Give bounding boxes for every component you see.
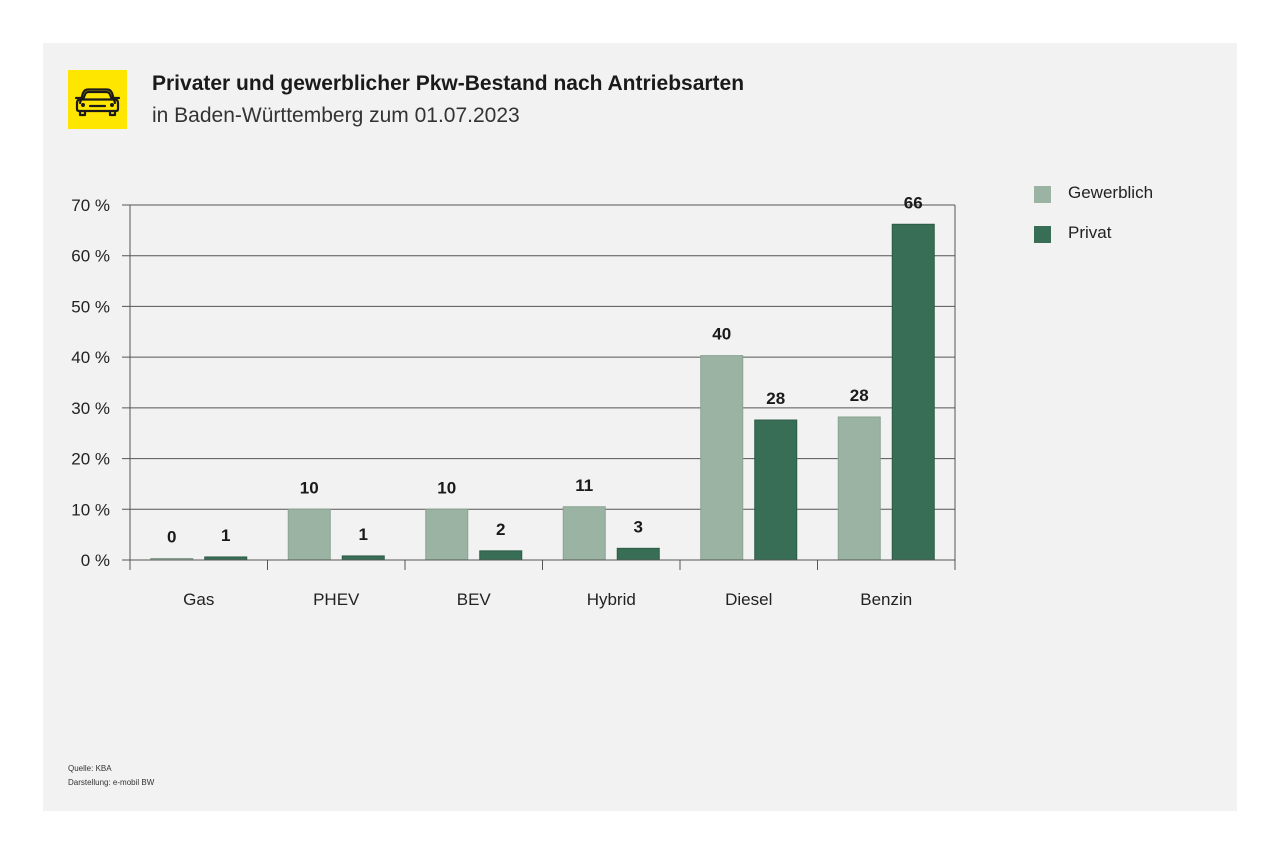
data-label: 10 xyxy=(300,478,319,497)
legend-label-gewerblich: Gewerblich xyxy=(1068,183,1154,202)
data-label: 66 xyxy=(904,193,923,212)
chart-panel xyxy=(43,43,1237,811)
bar-gewerblich-benzin xyxy=(837,416,881,561)
y-tick-label: 50 % xyxy=(71,297,110,316)
y-tick-label: 40 % xyxy=(71,348,110,367)
y-tick-label: 20 % xyxy=(71,450,110,469)
bar-privat-diesel xyxy=(754,419,798,561)
chart-title: Privater und gewerblicher Pkw-Bestand na… xyxy=(152,72,745,95)
x-category-label: Benzin xyxy=(860,590,912,609)
bar-gewerblich-bev xyxy=(425,508,469,561)
source-note: Quelle: KBA xyxy=(68,764,112,773)
data-label: 28 xyxy=(850,386,869,405)
bar-gewerblich-hybrid xyxy=(562,506,606,561)
data-label: 11 xyxy=(575,476,593,495)
car-icon xyxy=(74,88,121,117)
data-label: 28 xyxy=(766,389,785,408)
x-category-label: Hybrid xyxy=(587,590,636,609)
bar-privat-phev xyxy=(341,555,385,561)
legend-label-privat: Privat xyxy=(1068,223,1112,242)
car-badge xyxy=(68,70,127,129)
y-tick-label: 60 % xyxy=(71,247,110,266)
legend-swatch-gewerblich xyxy=(1034,186,1051,203)
x-category-label: Diesel xyxy=(725,590,772,609)
bar-privat-bev xyxy=(479,550,523,561)
bar-privat-hybrid xyxy=(616,547,660,561)
bar-privat-benzin xyxy=(891,223,935,561)
data-label: 1 xyxy=(359,525,368,544)
data-label: 0 xyxy=(167,527,176,546)
y-tick-label: 30 % xyxy=(71,399,110,418)
data-label: 3 xyxy=(634,517,643,536)
y-tick-label: 0 % xyxy=(81,551,110,570)
x-category-label: BEV xyxy=(457,590,492,609)
data-label: 2 xyxy=(496,520,505,539)
bar-gewerblich-diesel xyxy=(700,355,744,561)
x-category-label: PHEV xyxy=(313,590,360,609)
y-tick-label: 10 % xyxy=(71,500,110,519)
chart-subtitle: in Baden-Württemberg zum 01.07.2023 xyxy=(152,104,520,127)
bar-gewerblich-phev xyxy=(287,508,331,561)
legend-swatch-privat xyxy=(1034,226,1051,243)
data-label: 10 xyxy=(437,478,456,497)
data-label: 40 xyxy=(712,325,731,344)
credit-note: Darstellung: e-mobil BW xyxy=(68,778,155,787)
y-tick-label: 70 % xyxy=(71,196,110,215)
x-category-label: Gas xyxy=(183,590,214,609)
data-label: 1 xyxy=(221,526,230,545)
